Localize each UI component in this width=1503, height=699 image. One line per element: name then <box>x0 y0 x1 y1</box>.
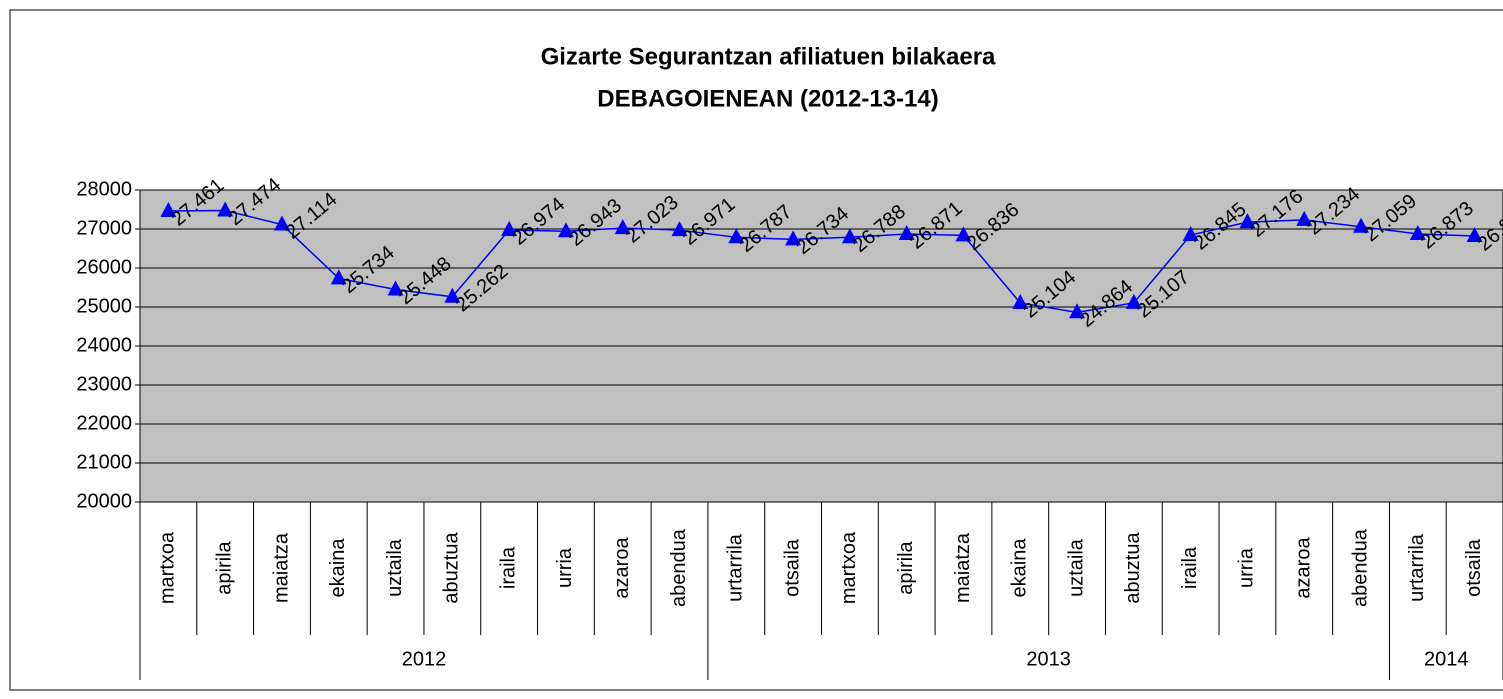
chart-title: Gizarte Segurantzan afiliatuen bilakaera <box>541 43 996 70</box>
data-marker <box>273 215 290 231</box>
x-tick-label: apirila <box>213 540 235 594</box>
data-marker <box>160 202 177 218</box>
chart-subtitle: DEBAGOIENEAN (2012-13-14) <box>597 85 938 112</box>
x-tick-label: urtarrila <box>1406 533 1428 602</box>
x-tick-label: urtarrila <box>725 533 747 602</box>
data-marker <box>728 228 745 244</box>
x-tick-label: iraila <box>1179 546 1201 589</box>
x-tick-label: martxoa <box>838 531 860 604</box>
data-marker <box>217 201 234 217</box>
group-label: 2012 <box>402 648 447 670</box>
data-marker <box>898 225 915 241</box>
x-tick-label: azaroa <box>611 537 633 599</box>
data-marker <box>955 226 972 242</box>
y-tick-label: 21000 <box>76 451 132 473</box>
y-tick-label: 23000 <box>76 373 132 395</box>
x-tick-label: iraila <box>497 546 519 589</box>
data-marker <box>444 287 461 303</box>
x-tick-label: maiatza <box>270 532 292 603</box>
x-tick-label: martxoa <box>157 531 179 604</box>
data-marker <box>330 269 347 285</box>
x-tick-label: maiatza <box>952 532 974 603</box>
data-marker <box>1409 224 1426 240</box>
data-marker <box>841 228 858 244</box>
data-marker <box>1182 226 1199 242</box>
x-tick-label: abuztua <box>1122 532 1144 604</box>
group-label: 2014 <box>1424 648 1469 670</box>
x-tick-label: urria <box>554 547 576 588</box>
x-tick-label: abendua <box>1349 528 1371 607</box>
x-tick-label: otsaila <box>1463 538 1485 597</box>
x-tick-label: urria <box>1236 547 1258 588</box>
data-marker <box>387 280 404 296</box>
x-tick-label: azaroa <box>1293 537 1315 599</box>
data-marker <box>1125 293 1142 309</box>
series-line <box>168 209 1475 314</box>
x-tick-label: abendua <box>668 528 690 607</box>
y-tick-label: 22000 <box>76 412 132 434</box>
data-marker <box>1353 217 1370 233</box>
data-marker <box>614 219 631 235</box>
data-marker <box>557 222 574 238</box>
y-tick-label: 24000 <box>76 334 132 356</box>
x-tick-label: abuztua <box>441 532 463 604</box>
x-tick-label: ekaina <box>1009 538 1031 598</box>
y-tick-label: 20000 <box>76 490 132 512</box>
y-tick-label: 25000 <box>76 295 132 317</box>
data-marker <box>785 230 802 246</box>
data-marker <box>671 221 688 237</box>
x-tick-label: uztaila <box>384 538 406 597</box>
data-marker <box>1466 227 1483 243</box>
data-marker <box>1012 293 1029 309</box>
y-tick-label: 26000 <box>76 256 132 278</box>
data-marker <box>1296 210 1313 226</box>
x-tick-label: ekaina <box>327 538 349 598</box>
data-marker <box>501 221 518 237</box>
x-tick-label: uztaila <box>1065 538 1087 597</box>
x-tick-label: apirila <box>895 540 917 594</box>
group-label: 2013 <box>1026 648 1071 670</box>
data-marker <box>1239 213 1256 229</box>
data-marker <box>1069 303 1086 319</box>
y-tick-label: 28000 <box>76 178 132 200</box>
y-tick-label: 27000 <box>76 217 132 239</box>
x-tick-label: otsaila <box>781 538 803 597</box>
